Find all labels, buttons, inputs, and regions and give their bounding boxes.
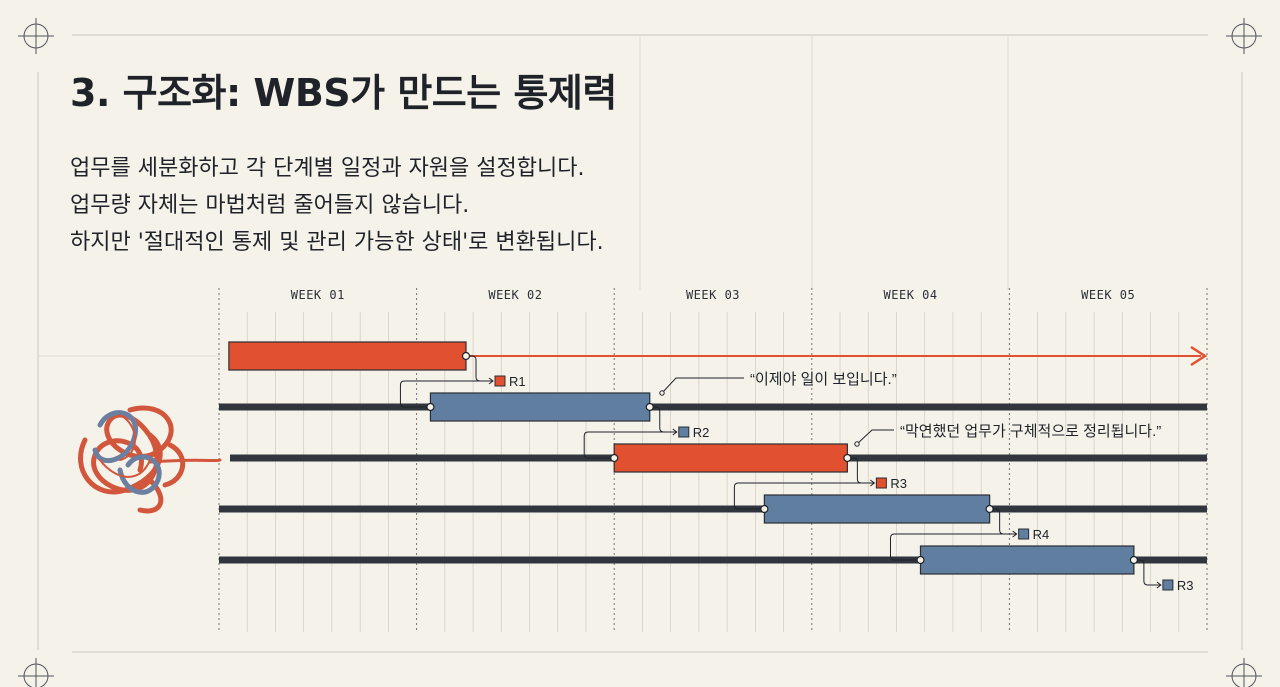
resource-marker xyxy=(875,477,887,489)
week-label: WEEK 03 xyxy=(686,288,740,302)
body-text: 업무를 세분화하고 각 단계별 일정과 자원을 설정합니다. 업무량 자체는 마… xyxy=(70,150,604,261)
resource-label: R2 xyxy=(693,425,710,440)
body-line-2: 업무량 자체는 마법처럼 줄어들지 않습니다. xyxy=(70,193,470,218)
resource-label: R1 xyxy=(509,374,526,389)
task-end-node xyxy=(645,402,654,412)
connector-arrow xyxy=(1156,581,1162,589)
task-bars xyxy=(228,341,1138,575)
resource-marker xyxy=(678,426,690,438)
week-labels: WEEK 01 WEEK 02 WEEK 03 WEEK 04 WEEK 05 xyxy=(291,288,1135,302)
task-bar xyxy=(613,443,848,473)
task-start-node xyxy=(760,504,769,514)
week-label: WEEK 02 xyxy=(488,288,542,302)
crosshair-bottom-right xyxy=(1226,658,1262,687)
dependency-connectors xyxy=(399,345,1208,589)
week-label: WEEK 01 xyxy=(291,288,345,302)
page-title: 3. 구조화: WBS가 만드는 통제력 xyxy=(70,71,617,115)
task-bar xyxy=(763,494,991,524)
dependency-connector xyxy=(583,431,677,459)
task-bar xyxy=(919,545,1135,575)
annotation-2: “막연했던 업무가 구체적으로 정리됩니다.” xyxy=(854,423,1161,447)
task-start-node xyxy=(610,453,619,463)
resource-label: R3 xyxy=(890,476,907,491)
task-end-node xyxy=(1129,555,1138,565)
annotation-2-text: “막연했던 업무가 구체적으로 정리됩니다.” xyxy=(900,423,1161,440)
resource-connector xyxy=(989,508,1017,535)
resource-connector xyxy=(466,355,493,382)
dependency-connector xyxy=(399,380,493,408)
resource-marker xyxy=(1162,579,1174,591)
task-start-node xyxy=(426,402,435,412)
annotation-1: “이제야 일이 보입니다.” xyxy=(659,371,897,396)
tangle-icon xyxy=(78,405,222,514)
resource-connector xyxy=(649,406,677,433)
timeline-arrow-head xyxy=(1190,345,1208,367)
crosshair-bottom-left xyxy=(18,658,54,687)
resource-label: R3 xyxy=(1177,578,1194,593)
resource-label: R4 xyxy=(1033,527,1050,542)
task-end-node xyxy=(461,351,471,361)
body-line-3: 하지만 '절대적인 통제 및 관리 가능한 상태'로 변환됩니다. xyxy=(70,230,604,255)
annotation-1-text: “이제야 일이 보입니다.” xyxy=(750,371,897,388)
task-bar xyxy=(228,341,467,371)
task-end-node xyxy=(985,504,994,514)
task-end-node xyxy=(843,453,852,463)
resource-markers: R1 R2 R3 R4 R3 xyxy=(494,374,1194,593)
resource-connector xyxy=(1133,559,1161,586)
dependency-connector xyxy=(733,482,875,510)
resource-marker xyxy=(1018,528,1030,540)
dependency-connector xyxy=(889,533,1017,561)
week-label: WEEK 05 xyxy=(1081,288,1135,302)
crosshair-top-right xyxy=(1226,18,1262,54)
body-line-1: 업무를 세분화하고 각 단계별 일정과 자원을 설정합니다. xyxy=(70,156,585,181)
crosshair-top-left xyxy=(18,18,54,54)
resource-connector xyxy=(847,457,875,484)
task-bar xyxy=(429,392,651,422)
task-start-node xyxy=(916,555,925,565)
resource-marker xyxy=(494,375,506,387)
week-label: WEEK 04 xyxy=(884,288,938,302)
